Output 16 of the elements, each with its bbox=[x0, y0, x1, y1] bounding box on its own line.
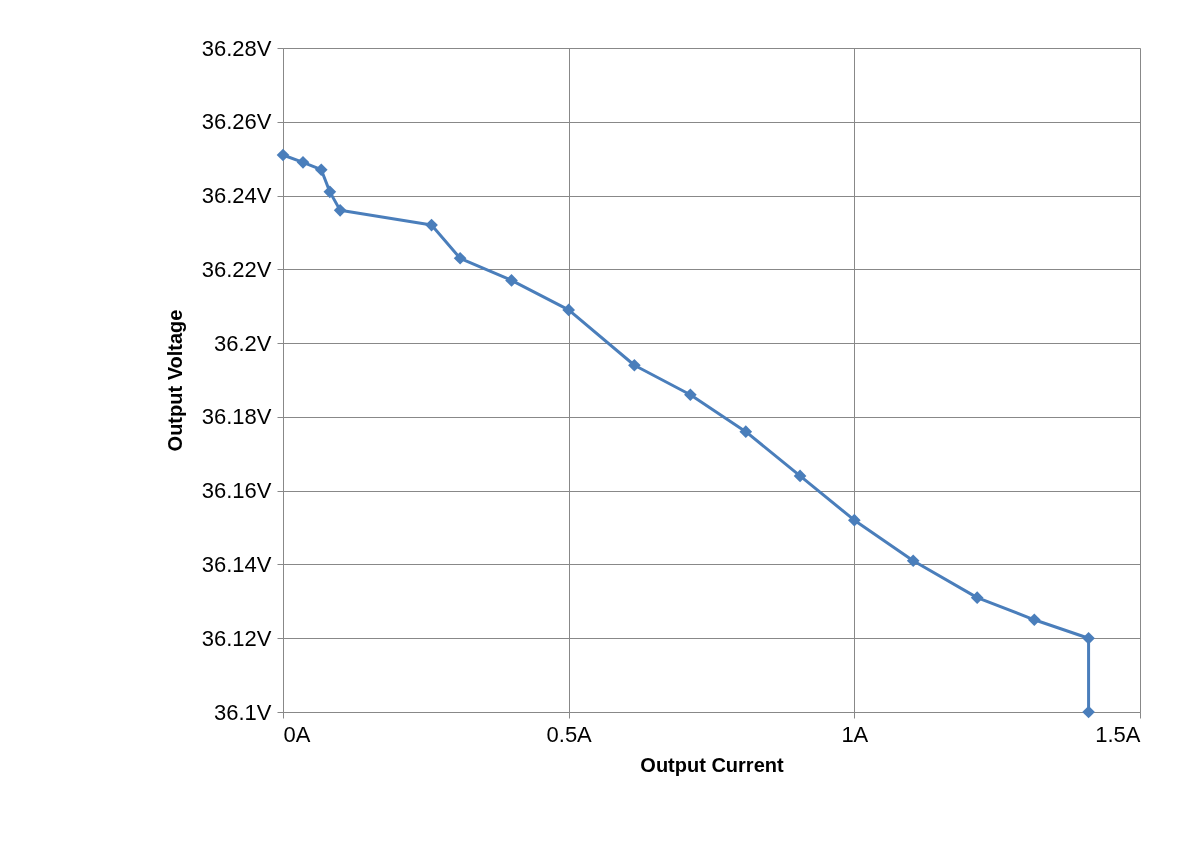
x-tick-label: 0A bbox=[283, 721, 311, 747]
y-tick-label: 36.1V bbox=[214, 699, 272, 725]
y-tick-label: 36.24V bbox=[201, 183, 272, 209]
y-axis-title: Output Voltage bbox=[163, 309, 186, 452]
x-axis-title: Output Current bbox=[640, 753, 784, 776]
y-tick-label: 36.26V bbox=[201, 109, 272, 135]
x-tick-label: 1A bbox=[841, 721, 869, 747]
y-tick-label: 36.22V bbox=[201, 256, 272, 282]
x-tick-label: 0.5A bbox=[546, 721, 593, 747]
y-tick-label: 36.2V bbox=[214, 330, 272, 356]
x-tick-label: 1.5A bbox=[1095, 721, 1141, 747]
y-tick-label: 36.18V bbox=[201, 404, 272, 430]
y-tick-label: 36.14V bbox=[201, 551, 272, 577]
y-tick-label: 36.28V bbox=[201, 35, 272, 61]
y-tick-label: 36.16V bbox=[201, 478, 272, 504]
y-tick-label: 36.12V bbox=[201, 625, 272, 651]
